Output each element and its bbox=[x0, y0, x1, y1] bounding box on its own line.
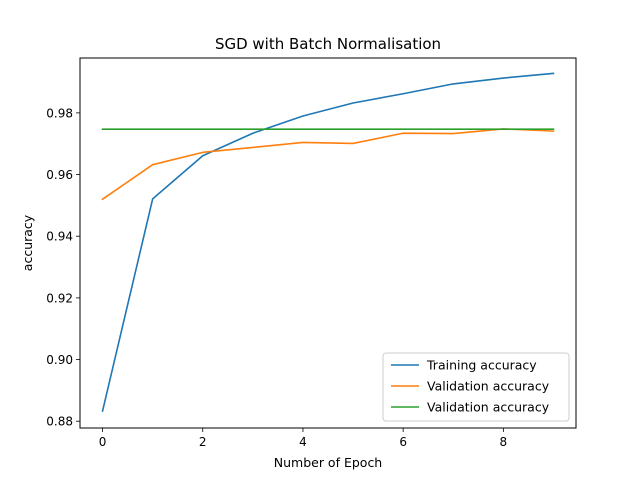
x-tick-label: 2 bbox=[199, 435, 207, 449]
series-layer bbox=[101, 72, 555, 413]
legend-label-training: Training accuracy bbox=[426, 358, 537, 373]
x-axis-label: Number of Epoch bbox=[274, 455, 382, 470]
y-tick-label: 0.96 bbox=[46, 168, 73, 182]
x-tick-label: 6 bbox=[399, 435, 407, 449]
x-tick-label: 0 bbox=[99, 435, 107, 449]
training-accuracy-line bbox=[101, 72, 555, 413]
legend-box bbox=[382, 352, 570, 422]
legend: Training accuracy Validation accuracy Va… bbox=[382, 352, 570, 422]
y-tick-label: 0.88 bbox=[46, 415, 73, 429]
x-tick-label: 4 bbox=[299, 435, 307, 449]
y-tick-label: 0.90 bbox=[46, 353, 73, 367]
y-tick-label: 0.94 bbox=[46, 230, 73, 244]
validation-accuracy-line bbox=[101, 128, 555, 201]
y-axis-label: accuracy bbox=[20, 214, 35, 271]
y-tick-label: 0.98 bbox=[46, 106, 73, 120]
legend-label-validation: Validation accuracy bbox=[427, 379, 550, 394]
chart-title: SGD with Batch Normalisation bbox=[215, 35, 441, 53]
plot-frame bbox=[79, 57, 577, 429]
x-axis-ticks: 0 2 4 6 8 bbox=[99, 428, 507, 449]
y-axis-ticks: 0.88 0.90 0.92 0.94 0.96 0.98 bbox=[46, 106, 80, 429]
y-tick-label: 0.92 bbox=[46, 291, 73, 305]
legend-label-validation-2: Validation accuracy bbox=[427, 400, 550, 415]
x-tick-label: 8 bbox=[500, 435, 508, 449]
